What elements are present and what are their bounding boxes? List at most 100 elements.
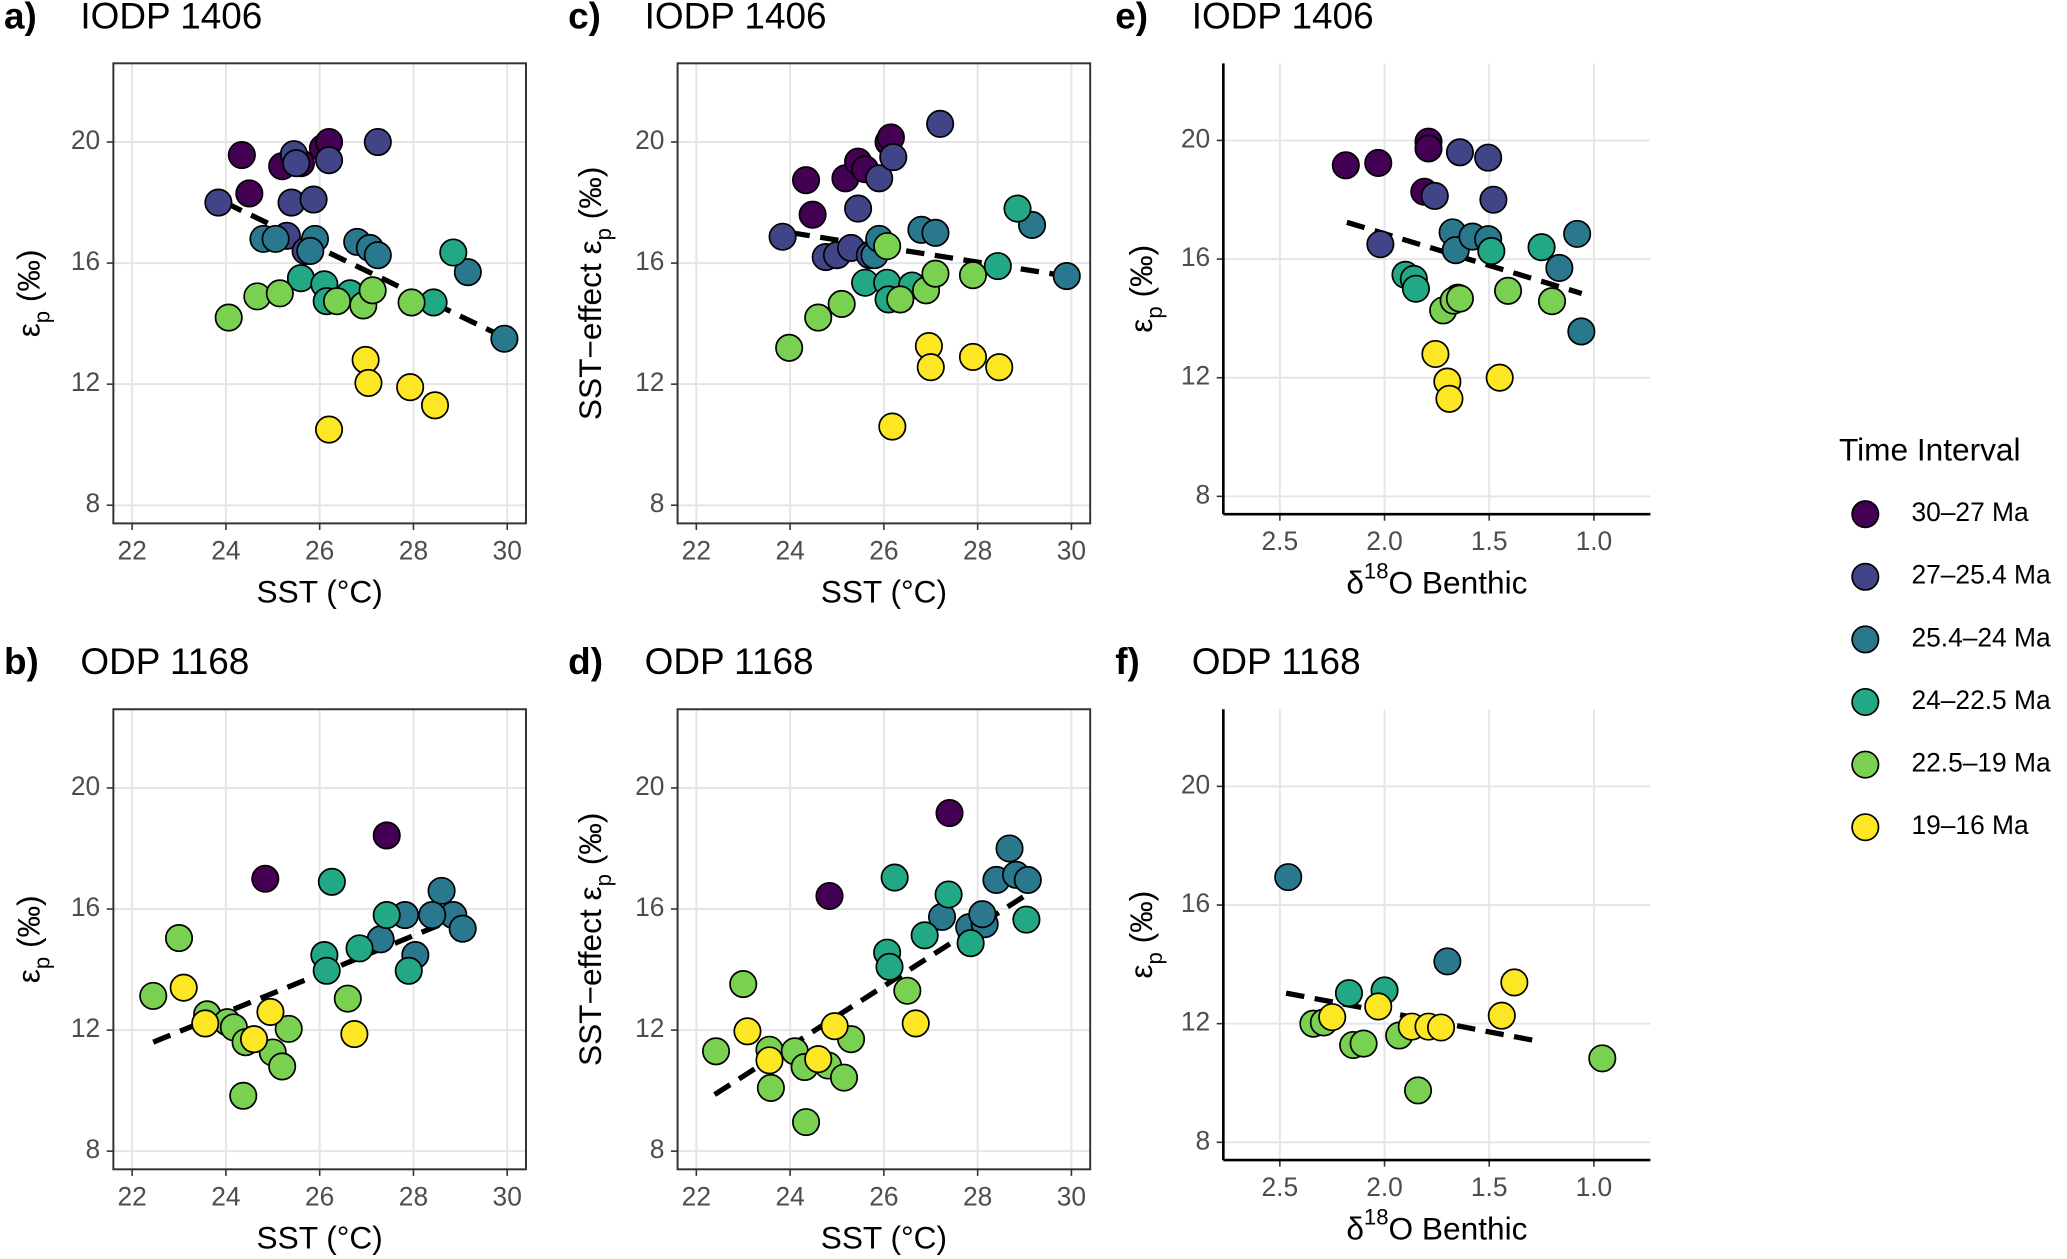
point xyxy=(1588,1044,1617,1073)
point xyxy=(875,952,904,981)
legend-swatch xyxy=(1851,562,1880,591)
plot-area xyxy=(1223,709,1651,1161)
y-tick-label: 20 xyxy=(635,771,664,801)
point xyxy=(1420,181,1449,210)
y-tick-label: 12 xyxy=(1181,361,1210,391)
point xyxy=(164,924,194,953)
point xyxy=(865,164,894,193)
x-axis-title-part: δ xyxy=(1346,565,1364,601)
point xyxy=(214,303,243,332)
point xyxy=(1013,865,1042,895)
point xyxy=(397,288,426,317)
point xyxy=(879,143,908,172)
x-tick-label: 1.5 xyxy=(1471,526,1508,556)
panel-title: IODP 1406 xyxy=(645,0,827,36)
point xyxy=(983,252,1012,281)
x-tick-label: 26 xyxy=(869,535,898,565)
point xyxy=(317,867,346,896)
point xyxy=(755,1046,784,1075)
point xyxy=(701,1037,731,1066)
point xyxy=(804,1045,833,1074)
x-tick-label: 30 xyxy=(493,535,522,565)
y-axis-title-part: p xyxy=(592,228,617,240)
legend-label: 25.4–24 Ma xyxy=(1911,622,2051,652)
point xyxy=(935,799,964,828)
point xyxy=(235,179,264,208)
point xyxy=(315,146,344,175)
point xyxy=(1012,905,1041,934)
panel-title: IODP 1406 xyxy=(1192,0,1374,36)
panel-label: b) xyxy=(4,641,39,682)
y-tick-label: 20 xyxy=(635,125,664,155)
point xyxy=(418,901,447,930)
point xyxy=(985,353,1014,382)
point xyxy=(345,934,374,963)
x-tick-label: 26 xyxy=(305,1181,334,1211)
x-axis-title-part: O Benthic xyxy=(1389,1211,1528,1247)
point xyxy=(261,224,290,253)
x-axis-title-part: O Benthic xyxy=(1389,565,1528,601)
point xyxy=(1567,317,1596,346)
point xyxy=(340,1019,369,1049)
y-axis-title-part: ε xyxy=(11,969,47,983)
y-tick-label: 8 xyxy=(86,488,101,518)
panel-label: c) xyxy=(568,0,601,36)
y-axis-title: εp (‰) xyxy=(11,249,55,337)
trend-line xyxy=(152,921,443,1045)
point xyxy=(1485,363,1514,392)
point xyxy=(1349,1029,1378,1058)
y-axis-title-part: ε xyxy=(1124,965,1160,979)
x-tick-label: 2.0 xyxy=(1366,526,1403,556)
point xyxy=(229,1081,258,1110)
x-tick-label: 24 xyxy=(211,535,240,565)
legend-label: 19–16 Ma xyxy=(1911,810,2029,840)
point xyxy=(169,973,198,1002)
point xyxy=(1274,863,1303,892)
point xyxy=(1366,230,1395,259)
x-tick-label: 22 xyxy=(117,1181,146,1211)
point xyxy=(886,285,915,314)
y-tick-label: 12 xyxy=(71,367,100,397)
y-axis-title-part: p xyxy=(1143,306,1168,318)
point xyxy=(1537,287,1567,316)
y-axis-title-part: p xyxy=(30,957,55,969)
x-tick-label: 30 xyxy=(1057,535,1086,565)
legend-label: 22.5–19 Ma xyxy=(1911,748,2051,778)
point xyxy=(820,1012,849,1041)
x-tick-label: 30 xyxy=(1057,1181,1086,1211)
point xyxy=(798,200,827,229)
point xyxy=(756,1073,785,1102)
x-tick-label: 22 xyxy=(682,535,711,565)
point xyxy=(1527,233,1556,262)
panel-title: ODP 1168 xyxy=(1192,641,1361,682)
x-tick-label: 28 xyxy=(963,535,992,565)
point xyxy=(916,353,945,382)
y-axis-title-part: ε xyxy=(11,323,47,337)
point xyxy=(333,984,362,1013)
legend-swatch xyxy=(1851,500,1880,529)
point xyxy=(372,821,401,850)
legend-label: 30–27 Ma xyxy=(1911,497,2029,527)
point xyxy=(893,976,922,1005)
point xyxy=(191,1009,220,1038)
y-tick-label: 16 xyxy=(1181,888,1210,918)
point xyxy=(282,149,311,178)
y-tick-label: 12 xyxy=(635,367,664,397)
y-axis-title: εp (‰) xyxy=(1124,245,1168,333)
legend-swatch xyxy=(1851,813,1880,842)
y-tick-label: 8 xyxy=(1195,1125,1210,1155)
point xyxy=(322,287,352,316)
point xyxy=(815,881,844,911)
x-axis-title: δ18O Benthic xyxy=(1346,559,1527,601)
point xyxy=(139,981,168,1010)
panel-border xyxy=(112,708,527,1171)
x-tick-label: 1.5 xyxy=(1471,1172,1508,1202)
point xyxy=(1403,1076,1433,1105)
y-axis-title: εp (‰) xyxy=(1124,891,1168,979)
x-tick-label: 24 xyxy=(775,535,804,565)
point xyxy=(921,259,950,288)
y-axis-title-part: p xyxy=(1143,952,1168,964)
point xyxy=(299,185,328,214)
panel-border xyxy=(112,62,527,525)
